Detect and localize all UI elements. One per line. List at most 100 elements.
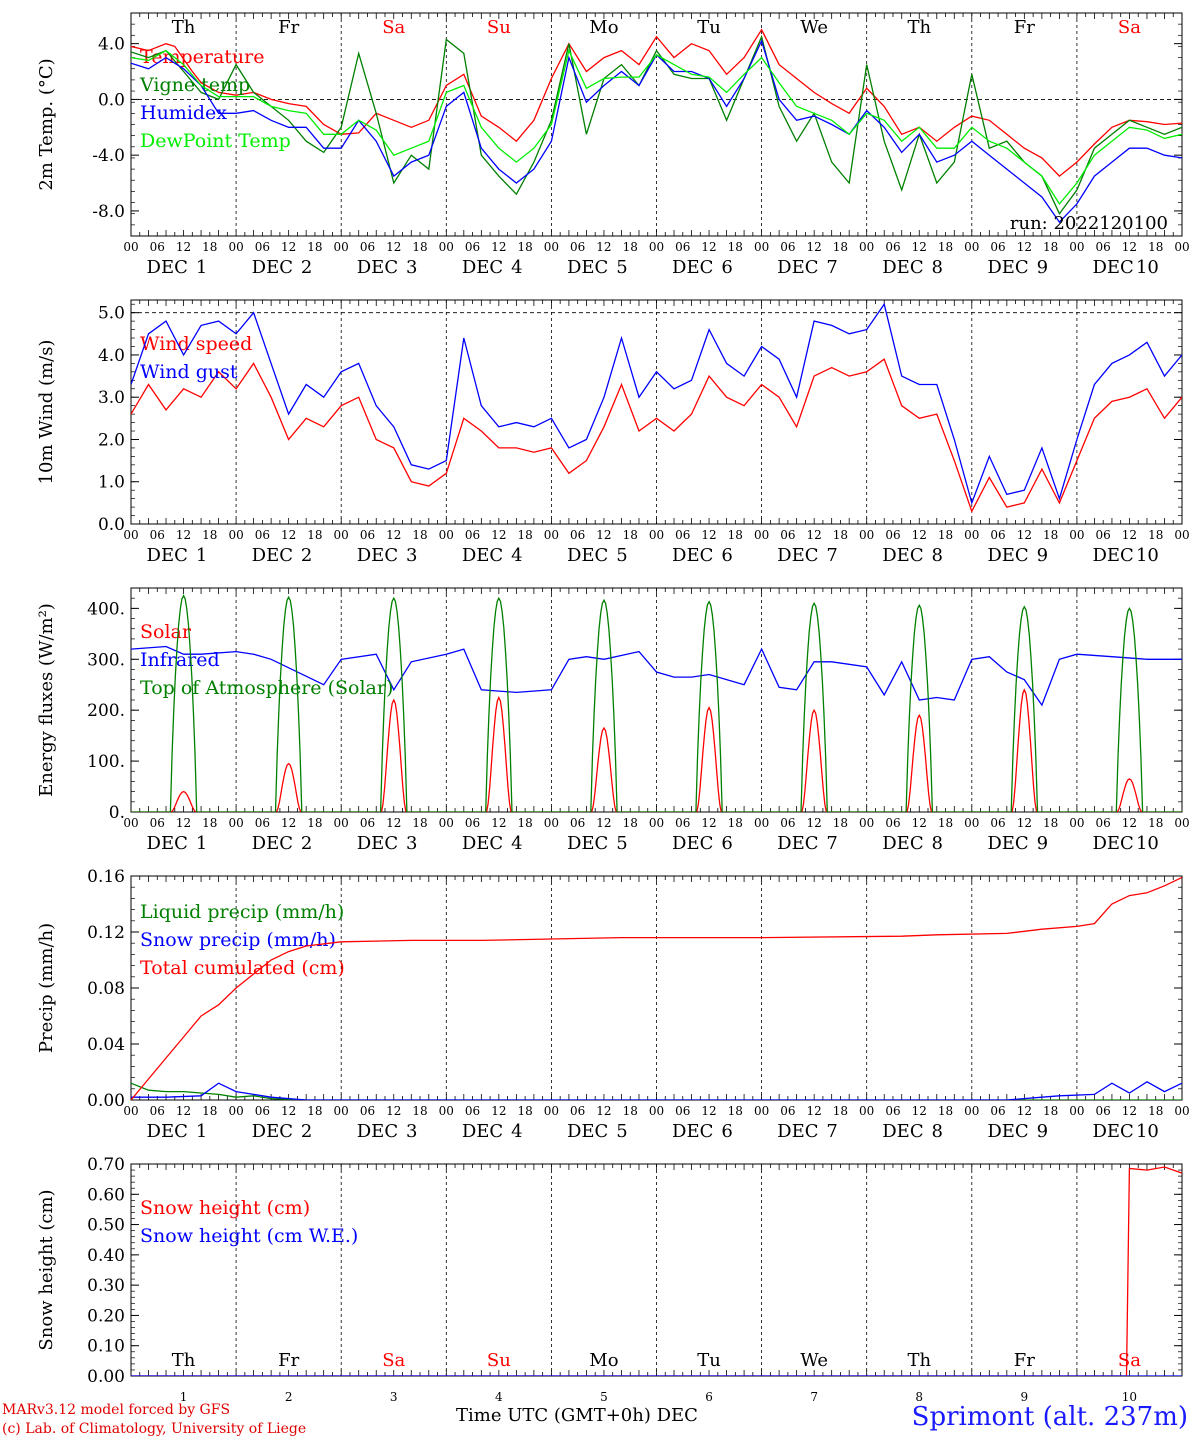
x-month-label: DEC xyxy=(567,833,608,854)
series-line-dewpoint-temp xyxy=(131,48,1182,206)
y-tick-label: 400. xyxy=(87,599,125,619)
series-line-wind-speed xyxy=(131,358,1182,513)
x-hour-label: 00 xyxy=(1069,240,1084,254)
weekday-label: Mo xyxy=(589,1350,618,1371)
x-hour-label: 18 xyxy=(202,1104,217,1118)
run-label: run: 2022120100 xyxy=(1010,213,1168,234)
x-hour-label: 18 xyxy=(307,240,322,254)
x-hour-label: 06 xyxy=(780,528,795,542)
lab-credit: (c) Lab. of Climatology, University of L… xyxy=(2,1421,307,1437)
y-tick-label: 0.10 xyxy=(87,1337,125,1357)
x-day-number: 6 xyxy=(721,257,732,278)
x-hour-label: 18 xyxy=(412,816,427,830)
x-hour-label: 18 xyxy=(623,240,638,254)
x-day-number: 9 xyxy=(1037,545,1048,566)
x-hour-label: 06 xyxy=(885,1104,900,1118)
x-day-number: 5 xyxy=(616,545,627,566)
x-hour-label: 00 xyxy=(334,816,349,830)
y-tick-label: 0.60 xyxy=(87,1185,125,1205)
series-line-top-of-atmosphere-solar- xyxy=(131,594,1182,812)
x-hour-label: 12 xyxy=(912,1104,927,1118)
legend-entry: DewPoint Temp xyxy=(140,130,291,152)
x-hour-label: 00 xyxy=(754,240,769,254)
energy-flux-panel: 0. 100. 200. 300. 400. Energy fluxes (W/m²) 00… xyxy=(36,587,1190,854)
x-month-label: DEC xyxy=(462,833,503,854)
x-hour-label: 06 xyxy=(150,1104,165,1118)
x-hour-label: 12 xyxy=(912,240,927,254)
y-tick-label: 0.16 xyxy=(87,867,125,887)
legend-entry: Wind gust xyxy=(140,361,238,383)
x-day-number: 9 xyxy=(1021,1390,1029,1404)
x-hour-label: 06 xyxy=(255,816,270,830)
x-day-number: 5 xyxy=(616,1121,627,1142)
legend-entry: Snow height (cm) xyxy=(140,1197,310,1219)
x-hour-label: 00 xyxy=(439,1104,454,1118)
x-day-number: 1 xyxy=(196,545,207,566)
x-day-number: 4 xyxy=(511,1121,522,1142)
series-line-total-cumulated-cm- xyxy=(131,876,1182,1100)
x-day-number: 5 xyxy=(616,257,627,278)
x-month-label: DEC xyxy=(147,257,188,278)
x-month-label: DEC xyxy=(567,545,608,566)
x-hour-label: 18 xyxy=(517,816,532,830)
x-hour-label: 00 xyxy=(1174,816,1189,830)
y-tick-label: 0.50 xyxy=(87,1216,125,1236)
x-hour-label: 18 xyxy=(517,528,532,542)
x-month-label: DEC xyxy=(357,833,398,854)
x-hour-label: 12 xyxy=(807,528,822,542)
x-month-label: DEC xyxy=(882,257,923,278)
x-hour-label: 06 xyxy=(570,528,585,542)
x-month-label: DEC xyxy=(672,545,713,566)
y-tick-label: 0. xyxy=(109,803,125,823)
x-hour-label: 06 xyxy=(255,240,270,254)
x-hour-label: 00 xyxy=(964,1104,979,1118)
x-day-number: 2 xyxy=(301,257,312,278)
x-hour-label: 12 xyxy=(491,1104,506,1118)
y-tick-label: 0.0 xyxy=(98,90,125,110)
x-hour-label: 12 xyxy=(701,816,716,830)
x-day-number: 8 xyxy=(932,833,943,854)
x-day-number: 6 xyxy=(721,545,732,566)
x-hour-label: 00 xyxy=(859,528,874,542)
x-month-label: DEC xyxy=(462,545,503,566)
legend-entry: Wind speed xyxy=(140,333,252,355)
x-hour-label: 00 xyxy=(439,816,454,830)
x-month-label: DEC xyxy=(672,257,713,278)
weekday-label: Fr xyxy=(278,1350,299,1371)
x-day-number: 8 xyxy=(932,545,943,566)
weekday-label: Th xyxy=(907,17,931,38)
x-hour-label: 00 xyxy=(1069,816,1084,830)
x-hour-label: 06 xyxy=(675,528,690,542)
x-hour-label: 00 xyxy=(754,528,769,542)
x-hour-label: 00 xyxy=(859,1104,874,1118)
weekday-label: Sa xyxy=(382,17,405,38)
x-month-label: DEC xyxy=(987,1121,1028,1142)
x-month-label: DEC xyxy=(777,1121,818,1142)
x-hour-label: 00 xyxy=(649,816,664,830)
x-hour-label: 00 xyxy=(1174,1104,1189,1118)
y-axis-title: 2m Temp. (°C) xyxy=(36,58,57,190)
x-hour-label: 00 xyxy=(228,240,243,254)
series-line-snow-height-cm- xyxy=(131,1166,1182,1376)
x-month-label: DEC xyxy=(777,545,818,566)
x-hour-label: 00 xyxy=(439,240,454,254)
x-hour-label: 00 xyxy=(123,816,138,830)
x-month-label: DEC xyxy=(252,1121,293,1142)
x-hour-label: 06 xyxy=(150,816,165,830)
x-day-number: 4 xyxy=(495,1390,503,1404)
x-hour-label: 18 xyxy=(517,240,532,254)
x-day-number: 3 xyxy=(406,833,417,854)
x-hour-label: 00 xyxy=(544,240,559,254)
x-day-number: 10 xyxy=(1136,1121,1159,1142)
x-hour-label: 18 xyxy=(833,528,848,542)
x-day-number: 4 xyxy=(511,545,522,566)
x-hour-label: 12 xyxy=(1017,816,1032,830)
x-day-number: 7 xyxy=(826,545,837,566)
x-hour-label: 12 xyxy=(596,816,611,830)
x-hour-label: 18 xyxy=(202,240,217,254)
x-hour-label: 18 xyxy=(1148,816,1163,830)
x-day-number: 10 xyxy=(1122,1390,1137,1404)
weekday-label: Su xyxy=(487,1350,511,1371)
x-hour-label: 18 xyxy=(833,1104,848,1118)
x-hour-label: 06 xyxy=(570,240,585,254)
